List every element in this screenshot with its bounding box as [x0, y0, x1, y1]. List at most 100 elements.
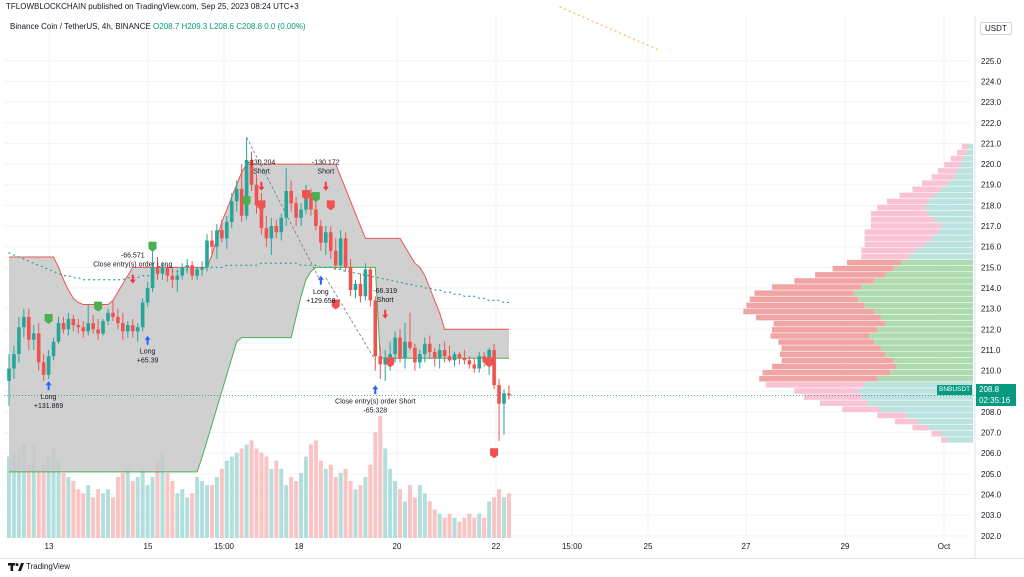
volume-bar [244, 444, 249, 538]
candle-body [363, 269, 368, 297]
profile-sell-row [861, 247, 916, 254]
price-tick-label: 202.0 [981, 532, 1002, 541]
time-axis: 13 15 15:00 18 20 22 15:00 25 27 29 Oct [45, 542, 951, 551]
volume-bar [348, 481, 353, 538]
price-tick-label: 210.0 [981, 367, 1002, 376]
ohlc-values: O208.7 H209.3 L208.6 C208.8 0.0 (0.00%) [153, 22, 306, 31]
profile-sell-row [794, 388, 859, 394]
volume-bar [343, 468, 348, 538]
volume-bar [76, 489, 81, 538]
candle-body [46, 356, 51, 375]
profile-sell-row [894, 418, 918, 425]
volume-bar [492, 497, 497, 538]
volume-bar [259, 452, 264, 538]
volume-bar [71, 481, 76, 538]
profile-sell-row [931, 174, 954, 180]
candle-body [210, 240, 214, 247]
time-tick-label: 27 [742, 542, 751, 551]
candle-body [477, 356, 482, 369]
time-tick-label: 13 [45, 542, 54, 551]
profile-buy-row [864, 302, 973, 309]
volume-bar [289, 476, 294, 538]
trade-type-label: Short [253, 169, 270, 176]
candle-body [309, 192, 313, 210]
profile-buy-row [928, 198, 973, 205]
symbol-legend[interactable]: Binance Coin / TetherUS, 4h, BINANCE O20… [10, 22, 306, 31]
profile-buy-row [957, 168, 973, 174]
candle-body [56, 323, 61, 342]
volume-bar [506, 493, 511, 538]
trade-pnl-label: +131.869 [34, 403, 63, 410]
candle-body [76, 325, 81, 328]
candle-body [116, 316, 120, 324]
candle-body [358, 283, 363, 297]
long-arrow-marker [317, 275, 324, 285]
candle-body [170, 275, 175, 280]
volume-histogram [7, 415, 511, 538]
profile-buy-row [925, 204, 973, 211]
volume-bar [338, 472, 343, 538]
volume-bar [472, 517, 477, 538]
candle-body [234, 188, 239, 202]
profile-buy-row [874, 308, 973, 315]
profile-sell-row [819, 400, 868, 406]
tradingview-logo-icon[interactable] [8, 562, 24, 572]
volume-bar [160, 452, 165, 538]
profile-buy-row [909, 253, 973, 260]
profile-sell-row [950, 155, 964, 162]
volume-bar [214, 476, 219, 538]
profile-buy-row [880, 345, 973, 351]
price-tick-label: 211.0 [981, 346, 1001, 355]
price-tick-label: 217.0 [981, 222, 1002, 231]
profile-sell-row [864, 241, 926, 248]
volume-bar [21, 444, 26, 538]
time-tick-label: Oct [938, 542, 951, 551]
candle-body [81, 327, 86, 332]
volume-bar [110, 497, 115, 538]
profile-sell-row [762, 369, 891, 376]
volume-bar [373, 432, 378, 538]
donchian-channel [9, 163, 509, 473]
candle-body [106, 312, 110, 322]
short-arrow-marker [322, 181, 329, 191]
trade-type-label: Short [317, 169, 334, 176]
profile-buy-row [968, 143, 973, 150]
candle-body [502, 393, 506, 404]
profile-buy-row [853, 290, 973, 296]
price-tick-label: 212.0 [981, 325, 1002, 334]
profile-buy-row [953, 174, 973, 180]
profile-sell-row [749, 296, 859, 303]
volume-bar [299, 472, 304, 538]
price-tick-label: 225.0 [981, 57, 1002, 66]
channel-lower-line [9, 266, 509, 473]
candle-body [442, 349, 447, 357]
volume-bar [140, 468, 145, 538]
trade-type-label: Close entry(s) order Long [93, 262, 172, 269]
candle-body [22, 316, 26, 328]
symbol-tag: BNBUSDT [937, 385, 973, 395]
volume-bar [318, 460, 323, 538]
strategy-flag-marker [257, 200, 266, 211]
strategy-flag-marker [485, 357, 494, 368]
profile-buy-row [941, 223, 973, 229]
candle-body [27, 316, 31, 340]
profile-sell-row [912, 424, 929, 431]
profile-buy-row [885, 320, 973, 327]
volume-bar [264, 456, 269, 538]
long-arrow-marker [144, 335, 151, 345]
candle-body [338, 238, 343, 266]
strategy-flag-marker [242, 196, 251, 207]
profile-sell-row [772, 284, 862, 290]
profile-buy-row [960, 162, 973, 168]
profile-buy-row [947, 180, 973, 186]
candle-body [175, 275, 180, 280]
candle-body [145, 288, 150, 303]
candle-body [41, 362, 46, 375]
volume-bar [323, 468, 328, 538]
strategy-flag-marker [148, 241, 157, 252]
volume-bar [269, 468, 274, 538]
volume-bar [61, 472, 66, 538]
currency-button[interactable]: USDT [980, 22, 1012, 35]
candle-body [447, 356, 452, 361]
